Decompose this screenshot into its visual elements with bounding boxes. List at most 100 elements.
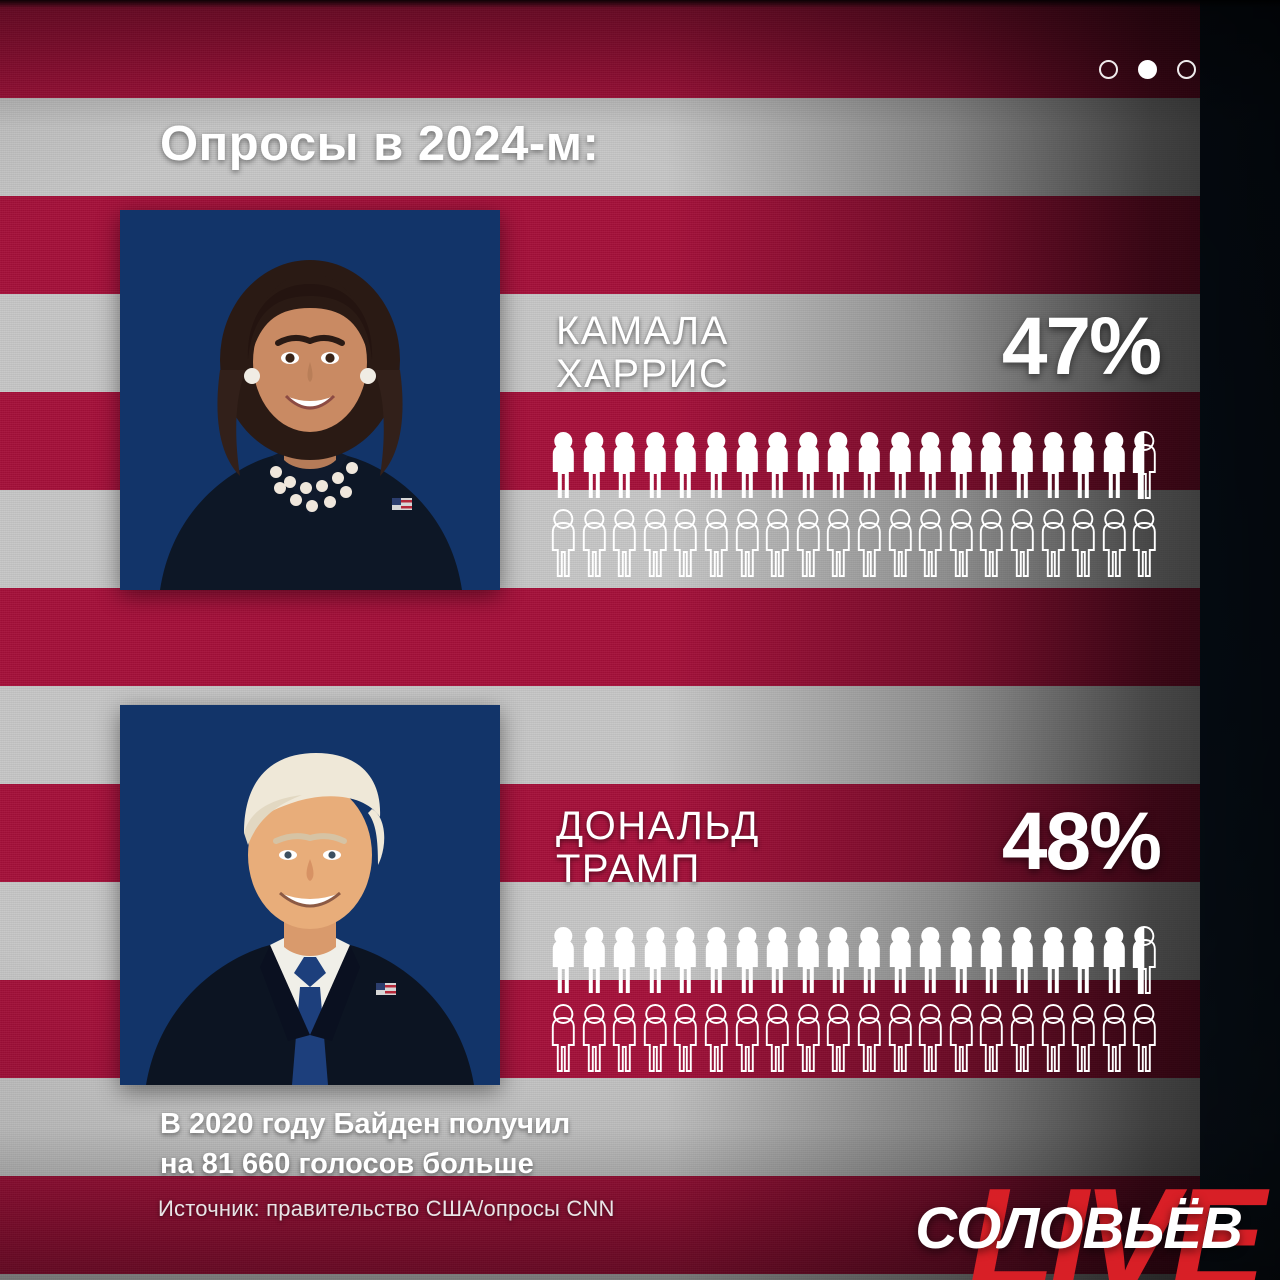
person-icon-filled xyxy=(644,432,666,498)
person-icon-filled xyxy=(583,927,605,993)
top-shadow xyxy=(0,0,1280,8)
person-icon-filled xyxy=(613,927,635,993)
person-icon-filled xyxy=(736,927,758,993)
person-icon-outline xyxy=(796,509,820,577)
person-icon-filled xyxy=(552,927,574,993)
candidate-name: КАМАЛА ХАРРИС xyxy=(556,309,730,396)
person-icon-half xyxy=(1133,431,1157,499)
pagination-dot-2-active[interactable] xyxy=(1138,60,1157,79)
person-icon-outline xyxy=(857,1004,881,1072)
kamala-harris-portrait xyxy=(120,210,500,590)
person-icon-half xyxy=(1133,926,1157,994)
person-icon-filled xyxy=(1011,927,1033,993)
person-icon-outline xyxy=(766,1004,789,1072)
person-icon-outline xyxy=(949,509,973,577)
person-icon-filled xyxy=(858,927,880,993)
person-icon-outline xyxy=(766,509,789,577)
person-icon-filled xyxy=(766,432,788,498)
person-icon-filled xyxy=(1011,432,1033,498)
person-icon-filled xyxy=(736,432,758,498)
person-icon-filled xyxy=(613,432,635,498)
pictogram-row-filled xyxy=(548,923,1160,995)
pictogram-trump xyxy=(548,923,1160,1073)
person-icon-outline xyxy=(643,509,667,577)
person-icon-outline xyxy=(1041,509,1065,577)
footnote-text: В 2020 году Байден получил на 81 660 гол… xyxy=(160,1108,571,1181)
logo-solovyov-text: СОЛОВЬЁВ xyxy=(915,1196,1243,1261)
person-icon-filled xyxy=(981,927,1003,993)
pagination-dot-3[interactable] xyxy=(1177,60,1196,79)
person-icon-outline xyxy=(582,509,606,577)
person-icon-outline xyxy=(674,1004,698,1072)
source-credit: Источник: правительство США/опросы CNN xyxy=(158,1196,615,1221)
pagination-dots[interactable] xyxy=(1099,60,1196,79)
person-icon-outline xyxy=(613,509,636,577)
person-icon-outline xyxy=(551,1004,575,1072)
donald-trump-portrait xyxy=(120,705,500,1085)
person-icon-outline xyxy=(704,509,728,577)
person-icon-filled xyxy=(1103,927,1125,993)
person-icon-filled xyxy=(950,432,972,498)
pagination-dot-1[interactable] xyxy=(1099,60,1118,79)
person-icon-outline xyxy=(1102,1004,1126,1072)
solovyov-live-logo: LIVE СОЛОВЬЁВ xyxy=(906,1134,1266,1280)
person-icon-filled xyxy=(797,432,819,498)
person-icon-outline xyxy=(735,509,759,577)
person-icon-filled xyxy=(828,927,850,993)
person-icon-outline xyxy=(735,1004,759,1072)
person-icon-outline xyxy=(1071,1004,1095,1072)
person-icon-filled xyxy=(858,432,880,498)
person-icon-filled xyxy=(1042,927,1064,993)
person-icon-outline xyxy=(949,1004,973,1072)
person-icon-outline xyxy=(704,1004,728,1072)
candidate-name: ДОНАЛЬД ТРАМП xyxy=(556,804,760,891)
person-icon-outline xyxy=(918,509,942,577)
pictogram-row-outline xyxy=(548,506,1160,578)
person-icon-outline xyxy=(1102,509,1126,577)
person-icon-outline xyxy=(857,509,881,577)
person-icon-filled xyxy=(889,927,911,993)
person-icon-filled xyxy=(797,927,819,993)
person-icon-outline xyxy=(1010,1004,1034,1072)
person-icon-outline xyxy=(613,1004,636,1072)
person-icon-filled xyxy=(1072,927,1094,993)
page-title: Опросы в 2024-м: xyxy=(160,117,600,171)
candidate-percent: 48% xyxy=(1001,796,1162,887)
person-icon-outline xyxy=(1041,1004,1065,1072)
person-icon-filled xyxy=(919,432,941,498)
candidate-percent: 47% xyxy=(1001,301,1162,392)
person-icon-filled xyxy=(705,927,727,993)
person-icon-outline xyxy=(980,509,1004,577)
person-icon-outline xyxy=(643,1004,667,1072)
person-icon-outline xyxy=(1133,509,1157,577)
person-icon-filled xyxy=(919,927,941,993)
person-icon-outline xyxy=(888,509,912,577)
person-icon-outline xyxy=(1071,509,1095,577)
person-icon-filled xyxy=(583,432,605,498)
person-icon-filled xyxy=(981,432,1003,498)
person-icon-filled xyxy=(552,432,574,498)
person-icon-outline xyxy=(827,1004,851,1072)
person-icon-outline xyxy=(1010,509,1034,577)
pictogram-row-outline xyxy=(548,1001,1160,1073)
person-icon-filled xyxy=(644,927,666,993)
person-icon-outline xyxy=(582,1004,606,1072)
person-icon-filled xyxy=(889,432,911,498)
person-icon-outline xyxy=(1133,1004,1157,1072)
navy-side-panel xyxy=(1200,0,1280,1280)
person-icon-filled xyxy=(675,432,697,498)
person-icon-filled xyxy=(1103,432,1125,498)
pictogram-row-filled xyxy=(548,428,1160,500)
person-icon-outline xyxy=(796,1004,820,1072)
person-icon-outline xyxy=(980,1004,1004,1072)
person-icon-outline xyxy=(551,509,575,577)
person-icon-filled xyxy=(1042,432,1064,498)
person-icon-outline xyxy=(674,509,698,577)
person-icon-outline xyxy=(827,509,851,577)
person-icon-outline xyxy=(888,1004,912,1072)
person-icon-filled xyxy=(766,927,788,993)
person-icon-filled xyxy=(1072,432,1094,498)
person-icon-filled xyxy=(950,927,972,993)
